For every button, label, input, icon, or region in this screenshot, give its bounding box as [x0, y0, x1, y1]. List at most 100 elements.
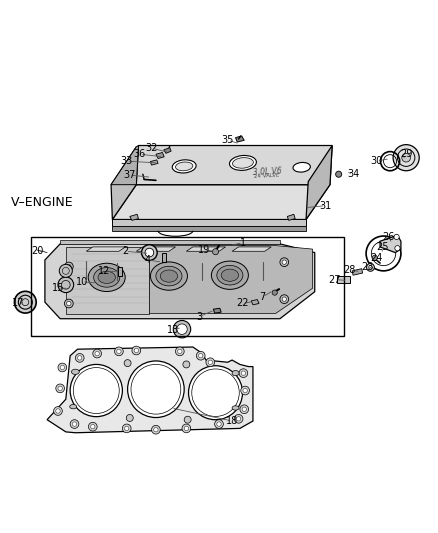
Ellipse shape — [232, 406, 239, 410]
Text: 1: 1 — [240, 238, 246, 247]
Text: 26: 26 — [382, 232, 395, 242]
Circle shape — [95, 351, 99, 356]
Text: 17: 17 — [12, 298, 24, 309]
Circle shape — [56, 384, 64, 393]
Polygon shape — [251, 300, 259, 305]
Polygon shape — [113, 184, 330, 220]
Circle shape — [53, 407, 62, 415]
Circle shape — [198, 353, 203, 358]
Polygon shape — [162, 254, 166, 262]
Circle shape — [237, 417, 241, 421]
Polygon shape — [164, 148, 171, 154]
Polygon shape — [86, 247, 125, 251]
Text: 33: 33 — [120, 156, 133, 166]
Circle shape — [59, 264, 72, 277]
Circle shape — [280, 295, 289, 303]
Ellipse shape — [221, 269, 239, 281]
Circle shape — [78, 356, 82, 360]
Circle shape — [367, 263, 374, 271]
Text: 13: 13 — [167, 325, 180, 335]
Text: 7: 7 — [259, 292, 266, 302]
Text: 20: 20 — [31, 246, 43, 256]
Circle shape — [70, 419, 79, 429]
Ellipse shape — [172, 160, 196, 173]
Polygon shape — [213, 308, 221, 313]
Circle shape — [369, 265, 372, 269]
Circle shape — [282, 297, 286, 301]
Circle shape — [58, 363, 67, 372]
Ellipse shape — [88, 263, 125, 292]
Polygon shape — [130, 214, 138, 220]
Circle shape — [402, 154, 410, 162]
Text: 34: 34 — [347, 169, 359, 179]
Circle shape — [22, 298, 29, 305]
Circle shape — [183, 361, 190, 368]
Circle shape — [394, 235, 399, 239]
Circle shape — [70, 365, 122, 417]
Polygon shape — [136, 146, 332, 184]
Circle shape — [336, 171, 342, 177]
Text: 27: 27 — [328, 274, 341, 285]
Polygon shape — [156, 152, 164, 158]
Circle shape — [60, 365, 64, 370]
Circle shape — [184, 416, 191, 423]
Polygon shape — [111, 146, 138, 184]
Circle shape — [14, 292, 36, 313]
Circle shape — [239, 369, 248, 377]
Ellipse shape — [98, 271, 116, 284]
Ellipse shape — [232, 370, 239, 376]
Circle shape — [145, 248, 154, 257]
Circle shape — [67, 264, 71, 269]
Circle shape — [196, 351, 205, 360]
Circle shape — [154, 427, 158, 432]
Circle shape — [182, 424, 191, 433]
Text: 3.0L V6: 3.0L V6 — [252, 166, 282, 177]
Polygon shape — [60, 239, 280, 244]
Text: 19: 19 — [198, 245, 210, 255]
Circle shape — [217, 422, 221, 426]
Circle shape — [188, 366, 243, 419]
Ellipse shape — [70, 405, 77, 409]
Text: 25: 25 — [376, 242, 389, 252]
Text: 22: 22 — [237, 298, 249, 309]
Circle shape — [206, 358, 215, 367]
Ellipse shape — [212, 261, 248, 289]
Polygon shape — [66, 247, 149, 313]
Text: 37: 37 — [124, 170, 136, 180]
Polygon shape — [287, 214, 295, 220]
Circle shape — [272, 290, 277, 295]
Circle shape — [132, 346, 141, 355]
Circle shape — [372, 255, 378, 261]
Circle shape — [212, 249, 219, 255]
Text: 30: 30 — [371, 156, 383, 166]
Text: 3: 3 — [196, 312, 202, 321]
Circle shape — [393, 144, 419, 171]
Circle shape — [134, 349, 138, 353]
Circle shape — [64, 262, 73, 271]
Circle shape — [56, 409, 60, 413]
Circle shape — [241, 371, 246, 375]
Circle shape — [75, 353, 84, 362]
Circle shape — [173, 320, 191, 338]
Polygon shape — [337, 276, 350, 283]
Text: 31: 31 — [319, 200, 332, 211]
Polygon shape — [118, 266, 121, 276]
Circle shape — [234, 415, 243, 423]
Polygon shape — [113, 220, 306, 226]
Text: 2: 2 — [122, 246, 128, 256]
Ellipse shape — [217, 265, 243, 285]
Circle shape — [124, 426, 129, 431]
Circle shape — [280, 258, 289, 266]
Text: 15: 15 — [52, 283, 64, 293]
Text: 10: 10 — [76, 277, 88, 287]
Polygon shape — [136, 247, 176, 251]
Circle shape — [215, 419, 223, 429]
Circle shape — [72, 422, 77, 426]
Text: 4: 4 — [144, 255, 150, 265]
Polygon shape — [186, 247, 226, 251]
Circle shape — [122, 424, 131, 433]
Circle shape — [395, 246, 400, 251]
Circle shape — [126, 415, 133, 422]
Text: 28: 28 — [343, 265, 356, 275]
Ellipse shape — [230, 156, 256, 171]
